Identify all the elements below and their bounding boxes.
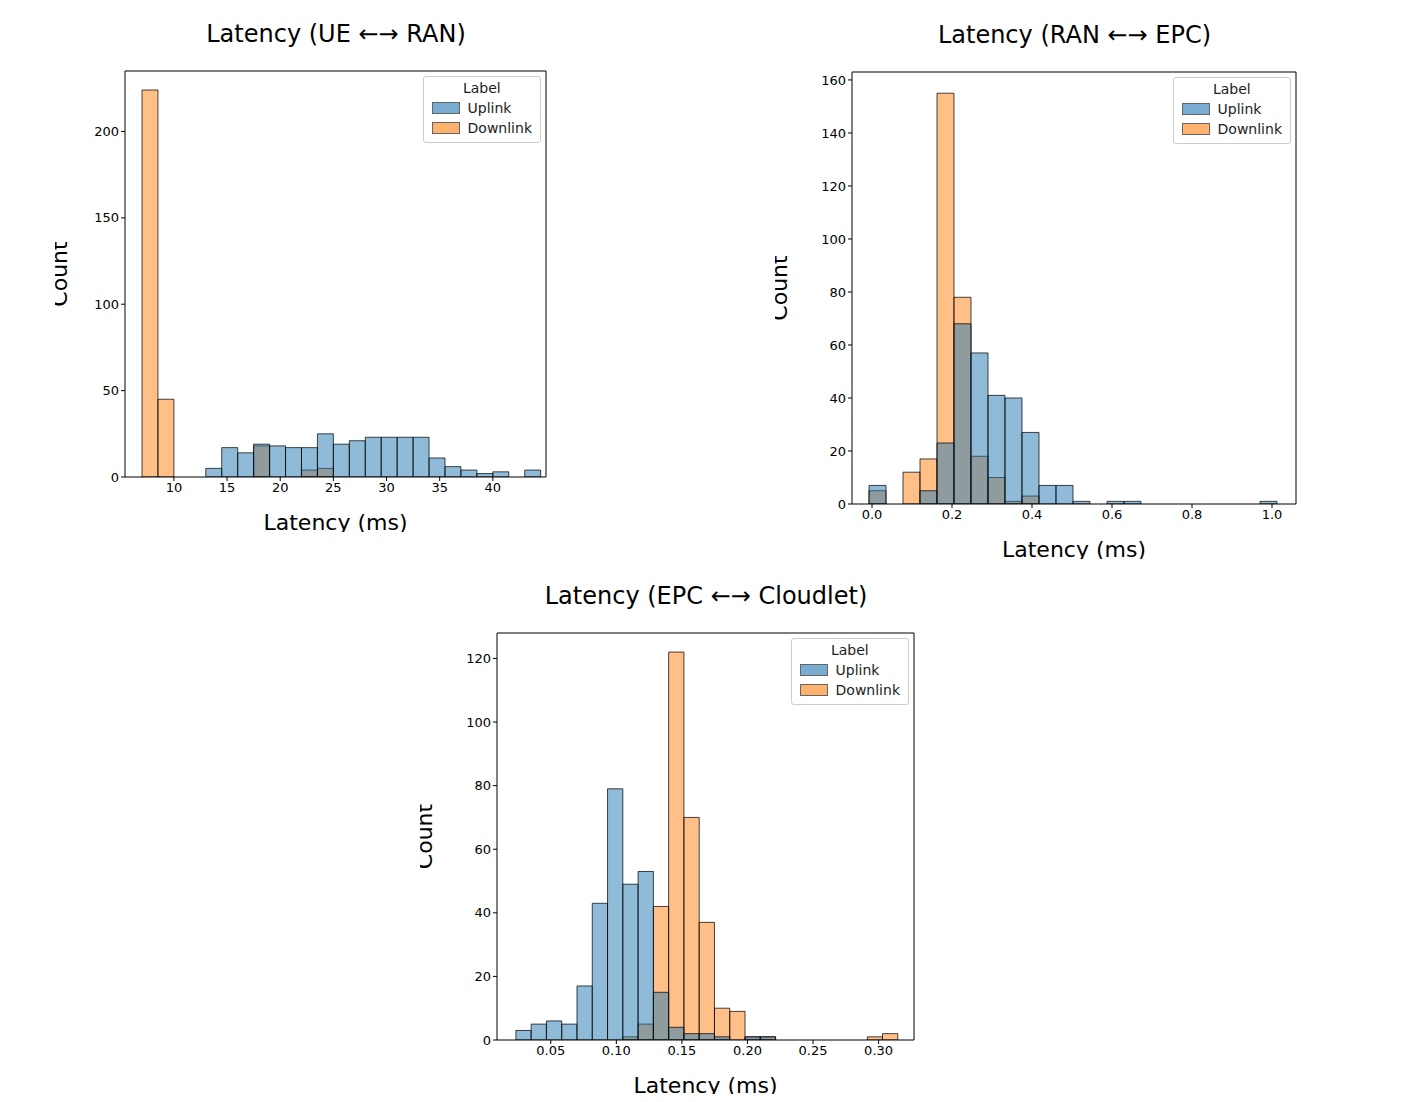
svg-text:0.25: 0.25: [799, 1043, 828, 1058]
svg-text:120: 120: [821, 179, 846, 194]
html-text:Label: Label: [1212, 81, 1251, 97]
svg-text:Count: Count: [420, 803, 437, 869]
svg-text:Latency (ms): Latency (ms): [633, 1073, 777, 1095]
svg-text:10: 10: [166, 480, 183, 495]
svg-text:80: 80: [829, 285, 846, 300]
html-text:Downlink: Downlink: [835, 682, 900, 698]
svg-text:35: 35: [431, 480, 448, 495]
svg-text:0.30: 0.30: [864, 1043, 893, 1058]
svg-text:50: 50: [102, 383, 119, 398]
svg-text:120: 120: [466, 651, 491, 666]
svg-text:Latency (ms): Latency (ms): [1002, 537, 1146, 559]
svg-text:0.10: 0.10: [602, 1043, 631, 1058]
svg-text:20: 20: [474, 969, 491, 984]
html-text:Uplink: Uplink: [1217, 101, 1262, 117]
svg-text:15: 15: [219, 480, 236, 495]
svg-text:150: 150: [94, 210, 119, 225]
svg-text:100: 100: [466, 715, 491, 730]
svg-text:40: 40: [485, 480, 502, 495]
svg-text:140: 140: [821, 126, 846, 141]
svg-text:0.6: 0.6: [1102, 507, 1123, 522]
svg-text:Latency (ms): Latency (ms): [263, 510, 407, 532]
svg-text:60: 60: [474, 842, 491, 857]
svg-text:0.20: 0.20: [733, 1043, 762, 1058]
svg-text:0: 0: [111, 470, 119, 485]
svg-text:200: 200: [94, 124, 119, 139]
svg-text:1.0: 1.0: [1262, 507, 1283, 522]
html-text:Downlink: Downlink: [467, 120, 532, 136]
svg-text:25: 25: [325, 480, 342, 495]
html-text:Label: Label: [462, 80, 501, 96]
svg-text:Count: Count: [775, 255, 792, 321]
svg-text:20: 20: [272, 480, 289, 495]
html-text:Downlink: Downlink: [1217, 121, 1282, 137]
html-text:Latency (EPC ←→ Cloudlet): Latency (EPC ←→ Cloudlet): [544, 582, 868, 610]
svg-text:0: 0: [483, 1033, 491, 1048]
svg-text:0.0: 0.0: [862, 507, 883, 522]
html-text:Latency (RAN ←→ EPC): Latency (RAN ←→ EPC): [937, 21, 1212, 49]
svg-text:0: 0: [838, 497, 846, 512]
svg-text:40: 40: [829, 391, 846, 406]
svg-text:0.8: 0.8: [1182, 507, 1203, 522]
svg-text:80: 80: [474, 778, 491, 793]
svg-text:160: 160: [821, 73, 846, 88]
svg-text:60: 60: [829, 338, 846, 353]
svg-text:0.4: 0.4: [1022, 507, 1043, 522]
svg-text:30: 30: [378, 480, 395, 495]
html-text:Uplink: Uplink: [835, 662, 880, 678]
svg-text:0.15: 0.15: [667, 1043, 696, 1058]
svg-text:40: 40: [474, 905, 491, 920]
html-text:Latency (UE ←→ RAN): Latency (UE ←→ RAN): [206, 20, 466, 48]
svg-text:0.05: 0.05: [536, 1043, 565, 1058]
svg-text:Count: Count: [55, 241, 72, 307]
svg-text:100: 100: [821, 232, 846, 247]
svg-text:20: 20: [829, 444, 846, 459]
html-text:Uplink: Uplink: [467, 100, 512, 116]
svg-text:0.2: 0.2: [942, 507, 963, 522]
html-text:Label: Label: [830, 642, 869, 658]
svg-text:100: 100: [94, 297, 119, 312]
